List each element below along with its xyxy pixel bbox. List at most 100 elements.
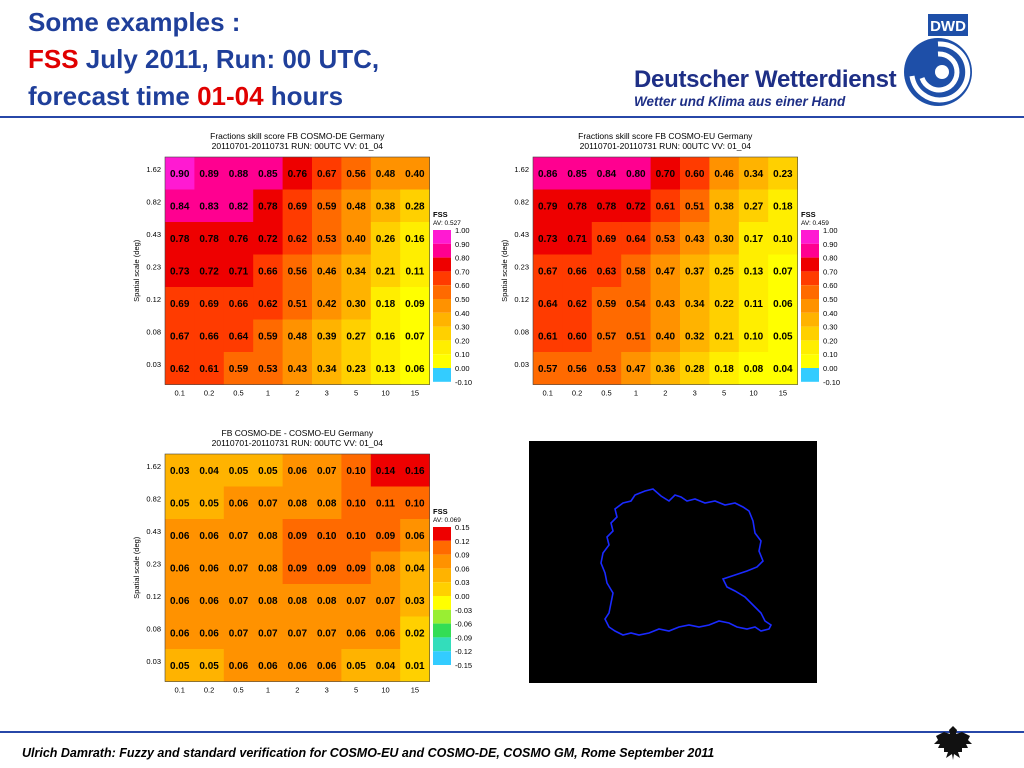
y-tick-label: 1.62 — [146, 165, 161, 174]
legend-average: AV: 0.527 — [433, 220, 461, 227]
heatmap-cell — [223, 649, 254, 682]
cell-value-label: 0.27 — [744, 201, 764, 212]
cell-value-label: 0.08 — [258, 531, 278, 542]
legend-level-label: -0.09 — [455, 633, 472, 642]
cell-value-label: 0.71 — [567, 234, 587, 245]
heatmap-cell — [253, 519, 283, 552]
heatmap-cell — [709, 254, 740, 288]
y-tick-label: 0.82 — [146, 198, 161, 207]
cell-value-label: 0.78 — [597, 201, 617, 212]
x-axis-label: Threshold (mm/3h) — [266, 697, 330, 698]
heatmap-cell — [282, 454, 313, 487]
cell-value-label: 0.18 — [773, 201, 793, 212]
cell-value-label: 0.59 — [597, 299, 617, 310]
heatmap-cell — [282, 189, 313, 223]
heatmap-cell — [370, 519, 401, 552]
heatmap-cell — [282, 254, 313, 288]
legend-swatch — [433, 243, 451, 258]
cell-value-label: 0.26 — [376, 234, 396, 245]
federal-eagle-icon — [934, 726, 972, 760]
cell-value-label: 0.46 — [714, 169, 734, 180]
cell-value-label: 0.10 — [346, 498, 366, 509]
legend-swatch — [801, 368, 819, 382]
heatmap-cell — [194, 616, 225, 650]
legend-level-label: 0.12 — [455, 537, 470, 546]
plot-frame — [164, 156, 430, 385]
header-divider — [0, 116, 1024, 118]
x-tick-label: 3 — [325, 686, 329, 695]
heatmap-cell — [312, 551, 342, 585]
legend-average: AV: 0.459 — [801, 220, 829, 227]
cell-value-label: 0.08 — [317, 498, 337, 509]
cell-value-label: 0.47 — [656, 266, 676, 277]
heatmap-cell — [312, 584, 342, 617]
heatmap-cell — [253, 649, 283, 682]
y-tick-label: 0.08 — [146, 625, 161, 634]
plot-frame — [532, 156, 798, 385]
cell-value-label: 0.06 — [170, 596, 190, 607]
heatmap-cell — [341, 287, 372, 320]
heatmap-cell — [312, 519, 342, 552]
heatmap-cell — [312, 189, 342, 223]
heatmap-cell — [591, 222, 622, 255]
plot-subtitle: 20110701-20110731 RUN: 00UTC VV: 01_04 — [212, 438, 384, 448]
cell-value-label: 0.89 — [199, 169, 219, 180]
cell-value-label: 0.38 — [714, 201, 734, 212]
y-tick-label: 0.82 — [146, 495, 161, 504]
cell-value-label: 0.28 — [405, 201, 425, 212]
cell-value-label: 0.56 — [346, 169, 366, 180]
heatmap-cell — [370, 189, 401, 223]
heatmap-cell — [650, 189, 681, 223]
cell-value-label: 0.69 — [288, 201, 308, 212]
heatmap-cell — [621, 352, 651, 385]
heatmap-cell — [194, 584, 225, 617]
y-tick-label: 0.03 — [146, 657, 161, 666]
heatmap-cell — [400, 649, 430, 682]
heatmap-cell — [738, 222, 769, 255]
cell-value-label: 0.57 — [538, 364, 558, 375]
heatmap-cell — [223, 584, 254, 617]
heatmap-cell — [341, 157, 372, 190]
cell-value-label: 0.62 — [258, 299, 278, 310]
y-tick-label: 0.08 — [146, 328, 161, 337]
cell-value-label: 0.69 — [597, 234, 617, 245]
cell-value-label: 0.27 — [346, 331, 366, 342]
cell-value-label: 0.30 — [714, 234, 734, 245]
heatmap-cell — [400, 454, 430, 487]
cell-value-label: 0.61 — [656, 201, 676, 212]
legend-swatch — [433, 540, 451, 555]
y-axis-label: Spatial scale (deg) — [132, 239, 141, 302]
heatmap-cell — [282, 287, 313, 320]
cell-value-label: 0.08 — [288, 498, 308, 509]
y-tick-label: 0.03 — [146, 360, 161, 369]
heatmap-cell — [223, 454, 254, 487]
legend-swatch — [801, 243, 819, 258]
heatmap-cell — [341, 649, 372, 682]
heatmap-cell — [194, 254, 225, 288]
heatmap-cell — [621, 319, 651, 353]
heatmap-cell — [621, 254, 651, 288]
title-fss: FSS — [28, 44, 79, 74]
cell-value-label: 0.34 — [346, 266, 366, 277]
cell-value-label: 0.73 — [170, 266, 190, 277]
legend-level-label: -0.10 — [455, 378, 472, 387]
x-tick-label: 5 — [722, 389, 726, 398]
heatmap-cell — [370, 454, 401, 487]
cell-value-label: 0.67 — [170, 331, 190, 342]
dwd-name: Deutscher Wetterdienst — [634, 66, 897, 93]
cell-value-label: 0.07 — [229, 531, 249, 542]
legend-level-label: 0.40 — [823, 309, 838, 318]
title-line-3a: forecast time — [28, 81, 198, 111]
heatmap-cell — [223, 319, 254, 353]
cell-value-label: 0.34 — [317, 364, 337, 375]
heatmap-cell — [165, 352, 195, 385]
heatmap-cell — [341, 319, 372, 353]
cell-value-label: 0.66 — [258, 266, 278, 277]
x-tick-label: 3 — [325, 389, 329, 398]
heatmap-cell — [312, 319, 342, 353]
heatmap-cell — [680, 189, 710, 223]
heatmap-cell — [165, 319, 195, 353]
cell-value-label: 0.43 — [288, 364, 308, 375]
cell-value-label: 0.05 — [229, 466, 249, 477]
cell-value-label: 0.16 — [405, 466, 425, 477]
